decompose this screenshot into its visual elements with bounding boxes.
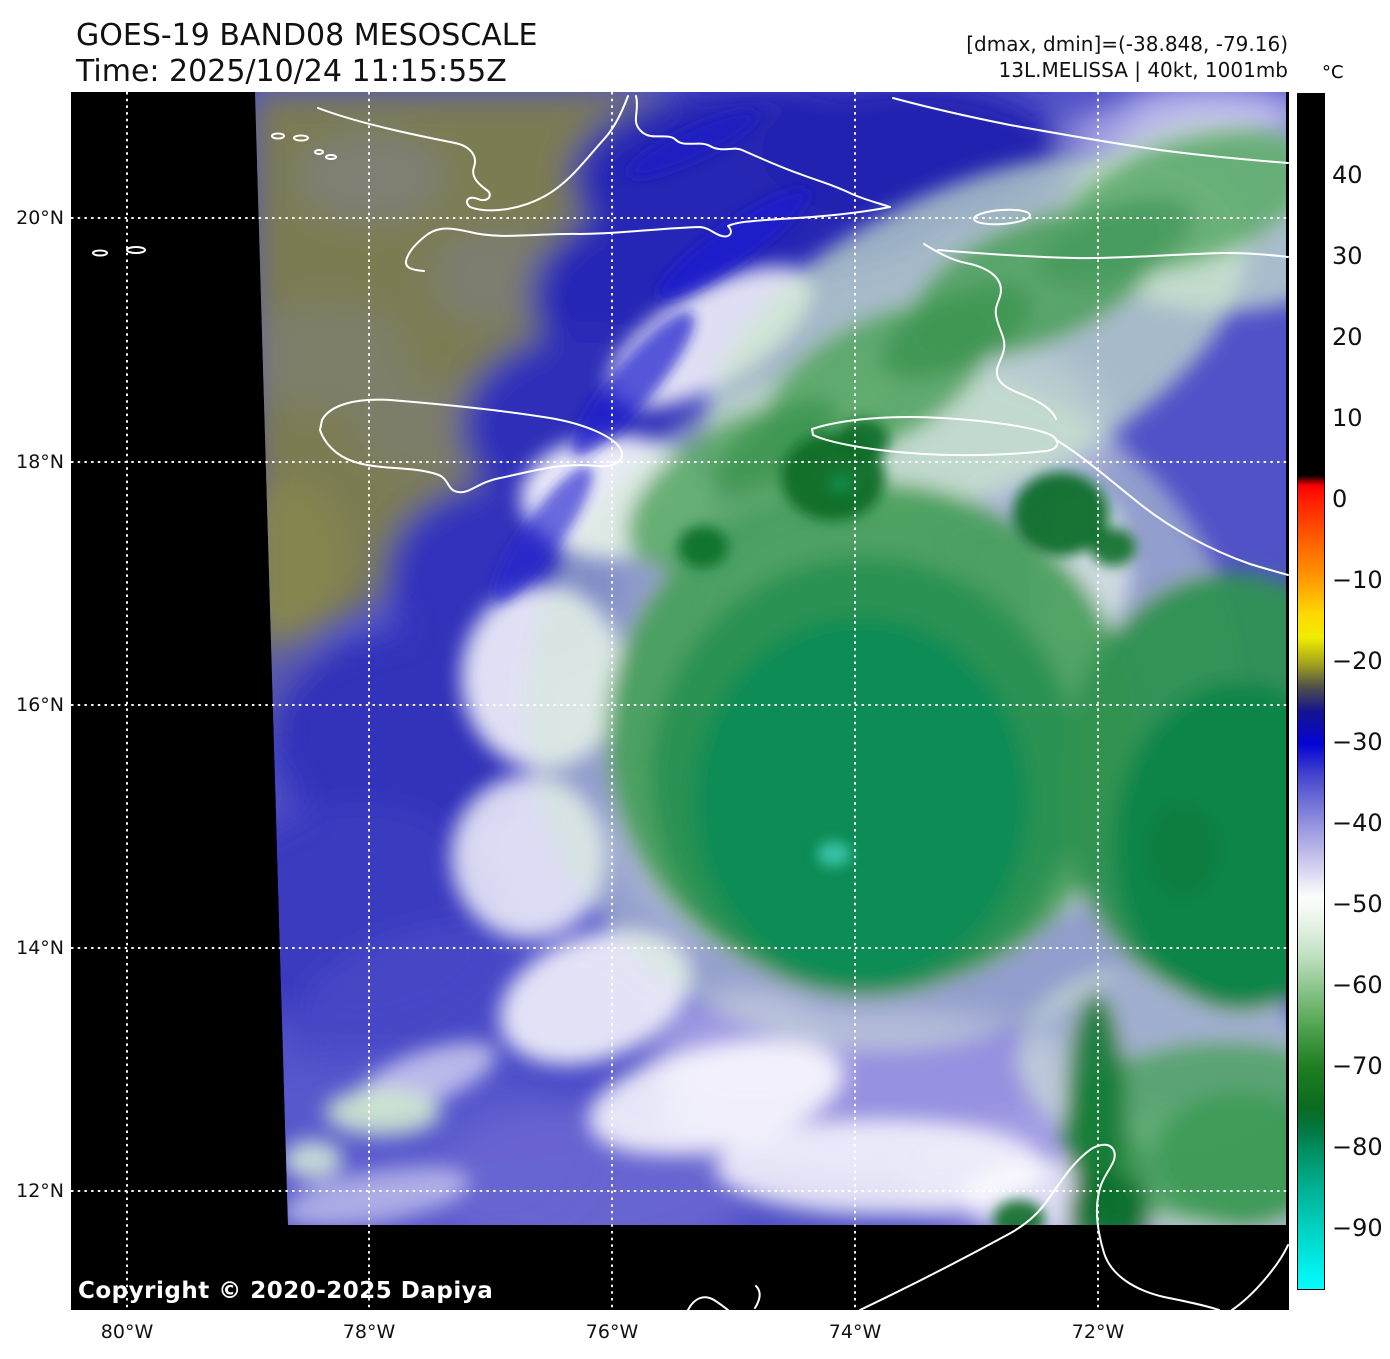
storm-status-label: 13L.MELISSA | 40kt, 1001mb [998,58,1288,82]
south-america-coast [859,1143,1220,1310]
coastlines [92,95,1289,1310]
map-plot-area: Copyright © 2020-2025 Dapiya [71,92,1289,1310]
colorbar-tick: 10 [1332,404,1363,432]
colorbar-tick: −10 [1332,566,1383,594]
gridlines [71,92,1289,1310]
hispaniola-north-coast [937,249,1289,260]
hispaniola-south-coast [1055,439,1289,576]
title-line-2: Time: 2025/10/24 11:15:55Z [76,54,507,89]
jamaica-coastline [319,398,623,494]
title-line-1: GOES-19 BAND08 MESOSCALE [76,18,538,53]
colombia-coast-fragment [687,1296,729,1310]
storm-info: [dmax, dmin]=(-38.848, -79.16) 13L.MELIS… [688,31,1288,83]
dmax-dmin-label: [dmax, dmin]=(-38.848, -79.16) [966,32,1288,56]
lon-axis-label: 74°W [828,1321,882,1343]
colorbar-tick: −70 [1332,1052,1383,1080]
colorbar-tick: 30 [1332,242,1363,270]
colorbar-tick: −60 [1332,971,1383,999]
lon-axis-label: 72°W [1071,1321,1125,1343]
colorbar-tick: −20 [1332,647,1383,675]
lat-axis-label: 16°N [16,694,64,716]
colombia-coast-fragment-2 [754,1285,761,1309]
colorbar-tick: −90 [1332,1214,1383,1242]
tortuga-island [973,208,1031,226]
colorbar-unit-label: °C [1322,62,1344,83]
lat-axis-label: 12°N [16,1180,64,1202]
figure-title: GOES-19 BAND08 MESOSCALE Time: 2025/10/2… [76,18,537,90]
colorbar-tick: 0 [1332,485,1348,513]
cuba-north-coast [317,95,629,212]
satellite-image [71,92,1289,1310]
small-cays [92,132,337,257]
cuba-northeast-coast [634,95,891,208]
temperature-colorbar [1297,93,1325,1290]
colorbar-tick: −30 [1332,728,1383,756]
lon-axis-label: 78°W [342,1321,396,1343]
colorbar-tick: −80 [1332,1133,1383,1161]
lat-axis-label: 18°N [16,451,64,473]
lat-axis-label: 14°N [16,937,64,959]
cuba-atlantic-coast [892,97,1289,164]
colorbar-tick: 40 [1332,161,1363,189]
colorbar-tick: −50 [1332,890,1383,918]
haiti-southern-peninsula [811,416,1059,457]
copyright-notice: Copyright © 2020-2025 Dapiya [78,1278,494,1304]
cuba-south-coast [404,206,891,272]
colorbar-tick: 20 [1332,323,1363,351]
lon-axis-label: 76°W [585,1321,639,1343]
satellite-data-region [255,92,1286,1225]
south-america-coast-east [1231,1244,1289,1310]
lat-axis-label: 20°N [16,207,64,229]
haiti-west-coast [923,243,1057,420]
lon-axis-label: 80°W [100,1321,154,1343]
colorbar-tick: −40 [1332,809,1383,837]
